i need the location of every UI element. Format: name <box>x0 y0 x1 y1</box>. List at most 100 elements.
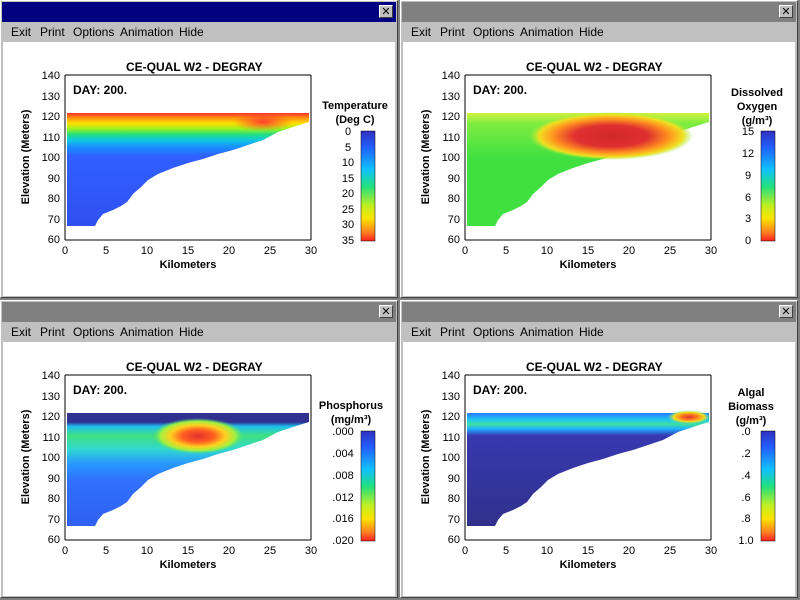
x-tick: 30 <box>305 245 317 257</box>
x-tick: 30 <box>705 545 717 557</box>
menu-hide[interactable]: Hide <box>179 325 204 339</box>
colorbar-tick: .0 <box>741 426 750 438</box>
y-tick: 100 <box>42 152 60 164</box>
menu-bar: Exit Print Options Animation Hide <box>2 323 396 341</box>
plot-title: CE-QUAL W2 - DEGRAY <box>526 60 663 74</box>
x-tick: 0 <box>62 545 68 557</box>
colorbar-tick: .6 <box>741 492 750 504</box>
x-axis-label: Kilometers <box>160 259 217 271</box>
menu-options[interactable]: Options <box>473 25 515 39</box>
x-tick: 20 <box>623 245 635 257</box>
menu-hide[interactable]: Hide <box>579 25 604 39</box>
y-tick: 140 <box>42 70 60 82</box>
menu-options[interactable]: Options <box>73 25 115 39</box>
y-tick: 90 <box>48 473 60 485</box>
x-tick: 25 <box>664 545 676 557</box>
algal-biomass-field <box>467 413 709 526</box>
menu-print[interactable]: Print <box>440 25 465 39</box>
x-ticks: 0 5 10 15 20 25 30 <box>62 245 317 257</box>
y-tick: 110 <box>42 132 60 144</box>
menu-exit[interactable]: Exit <box>411 25 432 39</box>
menu-print[interactable]: Print <box>40 325 65 339</box>
x-tick: 10 <box>141 545 153 557</box>
x-tick: 5 <box>103 545 109 557</box>
menu-options[interactable]: Options <box>473 325 515 339</box>
y-tick: 60 <box>48 234 60 246</box>
plot-title: CE-QUAL W2 - DEGRAY <box>126 360 263 374</box>
title-bar[interactable]: ✕ <box>2 2 396 22</box>
menu-animation[interactable]: Animation <box>520 25 574 39</box>
menu-animation[interactable]: Animation <box>120 325 174 339</box>
y-axis-label: Elevation (Meters) <box>20 109 32 204</box>
colorbar-tick: .4 <box>741 470 750 482</box>
menu-options[interactable]: Options <box>73 325 115 339</box>
menu-print[interactable]: Print <box>440 325 465 339</box>
x-tick: 10 <box>541 245 553 257</box>
colorbar-tick: 30 <box>342 219 354 231</box>
x-tick: 25 <box>664 245 676 257</box>
menu-animation[interactable]: Animation <box>520 325 574 339</box>
day-label: DAY: 200. <box>473 83 527 97</box>
y-ticks: 140 130 120 110 100 90 80 70 60 <box>42 70 60 246</box>
y-tick: 80 <box>48 493 60 505</box>
x-tick: 25 <box>264 245 276 257</box>
y-tick: 60 <box>48 534 60 546</box>
menu-bar: Exit Print Options Animation Hide <box>402 323 796 341</box>
window-temperature: ✕ Exit Print Options Animation Hide <box>0 0 398 298</box>
y-tick: 120 <box>42 111 60 123</box>
title-bar[interactable]: ✕ <box>2 302 396 322</box>
colorbar-tick: 12 <box>742 148 754 160</box>
menu-hide[interactable]: Hide <box>179 25 204 39</box>
x-tick: 30 <box>305 545 317 557</box>
day-label: DAY: 200. <box>473 383 527 397</box>
plot-area: CE-QUAL W2 - DEGRAY DAY: 200. Elevation … <box>403 342 795 596</box>
plot-area: CE-QUAL W2 - DEGRAY DAY: 200. Elevation … <box>3 342 395 596</box>
y-tick: 140 <box>442 70 460 82</box>
menu-animation[interactable]: Animation <box>120 25 174 39</box>
algal-biomass-plot: CE-QUAL W2 - DEGRAY DAY: 200. Elevation … <box>420 360 776 571</box>
y-tick: 130 <box>42 91 60 103</box>
y-tick: 130 <box>442 91 460 103</box>
colorbar-title-line2: Biomass <box>728 401 774 413</box>
window-dissolved-oxygen: ✕ Exit Print Options Animation Hide <box>400 0 798 298</box>
menu-exit[interactable]: Exit <box>411 325 432 339</box>
close-button[interactable]: ✕ <box>379 305 393 318</box>
colorbar-title-line2: (Deg C) <box>335 114 374 126</box>
y-tick: 130 <box>442 391 460 403</box>
colorbar-title-line1: Phosphorus <box>319 400 383 412</box>
day-label: DAY: 200. <box>73 383 127 397</box>
plot-area: CE-QUAL W2 - DEGRAY DAY: 200. Elevation … <box>3 42 395 296</box>
colorbar-tick: 6 <box>745 192 751 204</box>
x-tick: 5 <box>503 545 509 557</box>
x-tick: 15 <box>182 245 194 257</box>
close-button[interactable]: ✕ <box>779 305 793 318</box>
plot-title: CE-QUAL W2 - DEGRAY <box>526 360 663 374</box>
colorbar-tick: 35 <box>342 235 354 247</box>
x-tick: 20 <box>223 545 235 557</box>
menu-exit[interactable]: Exit <box>11 25 32 39</box>
menu-exit[interactable]: Exit <box>11 325 32 339</box>
menu-print[interactable]: Print <box>40 25 65 39</box>
phosphorus-plot: CE-QUAL W2 - DEGRAY DAY: 200. Elevation … <box>20 360 383 571</box>
title-bar[interactable]: ✕ <box>402 302 796 322</box>
x-tick: 5 <box>103 245 109 257</box>
colorbar-tick: 0 <box>345 126 351 138</box>
y-tick: 90 <box>448 473 460 485</box>
x-ticks: 0 5 10 15 20 25 30 <box>462 545 717 557</box>
close-button[interactable]: ✕ <box>779 5 793 18</box>
y-tick: 60 <box>448 234 460 246</box>
window-phosphorus: ✕ Exit Print Options Animation Hide <box>0 300 398 598</box>
colorbar-tick: .8 <box>741 513 750 525</box>
x-tick: 5 <box>503 245 509 257</box>
x-tick: 30 <box>705 245 717 257</box>
title-bar[interactable]: ✕ <box>402 2 796 22</box>
menu-hide[interactable]: Hide <box>579 325 604 339</box>
y-tick: 110 <box>442 432 460 444</box>
x-ticks: 0 5 10 15 20 25 30 <box>62 545 317 557</box>
colorbar-ticks: 15 12 9 6 3 0 <box>742 126 754 247</box>
plot-area: CE-QUAL W2 - DEGRAY DAY: 200. Elevation … <box>403 42 795 296</box>
x-tick: 0 <box>462 545 468 557</box>
colorbar <box>360 430 376 542</box>
close-button[interactable]: ✕ <box>379 5 393 18</box>
colorbar-ticks: 0 5 10 15 20 25 30 35 <box>342 126 354 247</box>
